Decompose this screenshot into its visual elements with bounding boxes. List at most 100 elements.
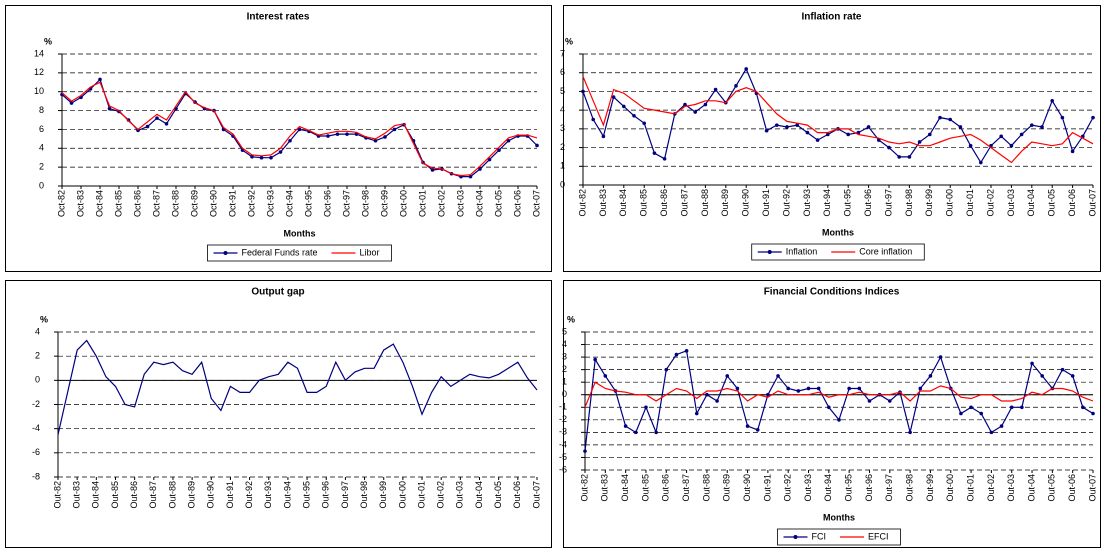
x-tick-label: Out-89 — [720, 189, 730, 217]
x-tick-label: Out-90 — [741, 189, 751, 217]
y-tick-label: -2 — [32, 399, 40, 409]
x-tick-label: Oct-99 — [379, 190, 389, 217]
legend-label: Libor — [360, 247, 380, 257]
series-line — [57, 339, 538, 435]
data-point — [652, 151, 657, 155]
data-point — [837, 418, 841, 422]
x-tick-label: Out-07 — [1087, 189, 1097, 217]
data-point — [98, 77, 102, 82]
x-tick-label: Out-99 — [378, 481, 388, 509]
data-point — [593, 357, 597, 362]
series-line — [582, 76, 1094, 164]
x-tick-label: Oct-86 — [132, 190, 142, 217]
data-point — [713, 87, 718, 92]
data-point — [611, 95, 616, 99]
x-tick-label: Oct-04 — [474, 190, 484, 217]
y-axis-label: % — [44, 36, 52, 46]
x-tick-label: Out-84 — [91, 481, 101, 509]
x-tick-label: Out-93 — [263, 481, 273, 509]
data-point — [745, 424, 750, 428]
data-point — [684, 349, 689, 353]
data-point — [968, 143, 973, 148]
panel-frame — [563, 5, 1101, 272]
data-point — [487, 157, 492, 162]
x-tick-label: Oct-83 — [75, 190, 85, 217]
x-tick-label: Out-96 — [864, 474, 874, 502]
x-tick-label: Out-91 — [225, 481, 235, 509]
data-point — [662, 157, 667, 161]
y-tick-label: 2 — [560, 142, 565, 152]
x-tick-label: Out-03 — [1006, 474, 1016, 502]
legend: Federal Funds rate Libor — [207, 244, 392, 262]
y-axis-label: % — [565, 36, 573, 46]
data-point — [634, 430, 638, 435]
x-tick-label: Out-96 — [863, 189, 873, 217]
data-point — [1009, 143, 1014, 148]
data-point — [1070, 149, 1075, 154]
x-tick-label: Out-92 — [783, 474, 793, 502]
x-tick-label: Out-90 — [206, 481, 216, 509]
legend-label: EFCI — [868, 531, 889, 541]
x-tick-label: Out-82 — [579, 474, 589, 502]
x-axis-label: Months — [823, 512, 855, 522]
data-point — [1020, 405, 1024, 410]
data-point — [755, 428, 760, 432]
data-point — [917, 140, 922, 144]
x-tick-label: Oct-93 — [265, 190, 275, 217]
x-tick-label: Out-99 — [924, 189, 934, 217]
series-line — [584, 381, 1094, 408]
data-point — [796, 389, 801, 393]
data-point — [683, 102, 687, 107]
data-point — [664, 367, 669, 372]
data-point — [897, 155, 901, 159]
x-tick-label: Out-05 — [1047, 189, 1057, 217]
y-tick-label: -5 — [559, 452, 567, 462]
data-point — [297, 127, 302, 132]
data-point — [1040, 125, 1044, 129]
x-tick-label: Out-86 — [129, 481, 139, 509]
data-point — [1009, 405, 1014, 410]
data-point — [958, 125, 963, 129]
x-tick-label: Out-00 — [397, 481, 407, 509]
chart-title: Financial Conditions Indices — [764, 287, 900, 298]
x-tick-label: Oct-87 — [151, 190, 161, 217]
x-tick-label: Out-85 — [640, 474, 650, 502]
x-tick-label: Out-07 — [531, 481, 541, 509]
chart-title: Interest rates — [247, 12, 310, 23]
y-tick-label: 12 — [34, 67, 44, 77]
chart-title: Inflation rate — [801, 12, 861, 23]
data-point — [632, 113, 636, 118]
data-point — [1091, 115, 1095, 120]
x-tick-label: Out-87 — [148, 481, 158, 509]
x-tick-label: Out-00 — [945, 474, 955, 502]
data-point — [136, 128, 140, 133]
y-tick-label: 4 — [35, 326, 40, 336]
data-point — [345, 132, 349, 136]
x-tick-label: Out-97 — [883, 189, 893, 217]
data-point — [497, 148, 501, 152]
data-point — [581, 89, 585, 94]
y-tick-label: -3 — [559, 427, 567, 437]
x-tick-label: Out-84 — [620, 474, 630, 502]
data-point — [644, 405, 648, 410]
x-tick-label: Out-94 — [282, 481, 292, 509]
y-tick-label: -4 — [559, 439, 567, 449]
series-line — [582, 67, 1094, 164]
x-tick-label: Oct-85 — [113, 190, 123, 217]
x-tick-label: Out-88 — [700, 189, 710, 217]
data-point — [785, 125, 789, 129]
data-point — [948, 117, 952, 122]
x-tick-label: Out-97 — [340, 481, 350, 509]
y-tick-label: -6 — [559, 464, 567, 474]
legend-label: Inflation — [786, 246, 818, 256]
data-point — [164, 121, 169, 126]
x-tick-label: Oct-88 — [170, 190, 180, 217]
legend-marker — [793, 535, 798, 539]
data-point — [866, 125, 871, 129]
x-tick-label: Oct-84 — [94, 190, 104, 217]
x-tick-label: Out-02 — [986, 474, 996, 502]
x-tick-label: Out-96 — [321, 481, 331, 509]
x-tick-label: Out-97 — [884, 474, 894, 502]
x-tick-label: Out-03 — [1006, 189, 1016, 217]
